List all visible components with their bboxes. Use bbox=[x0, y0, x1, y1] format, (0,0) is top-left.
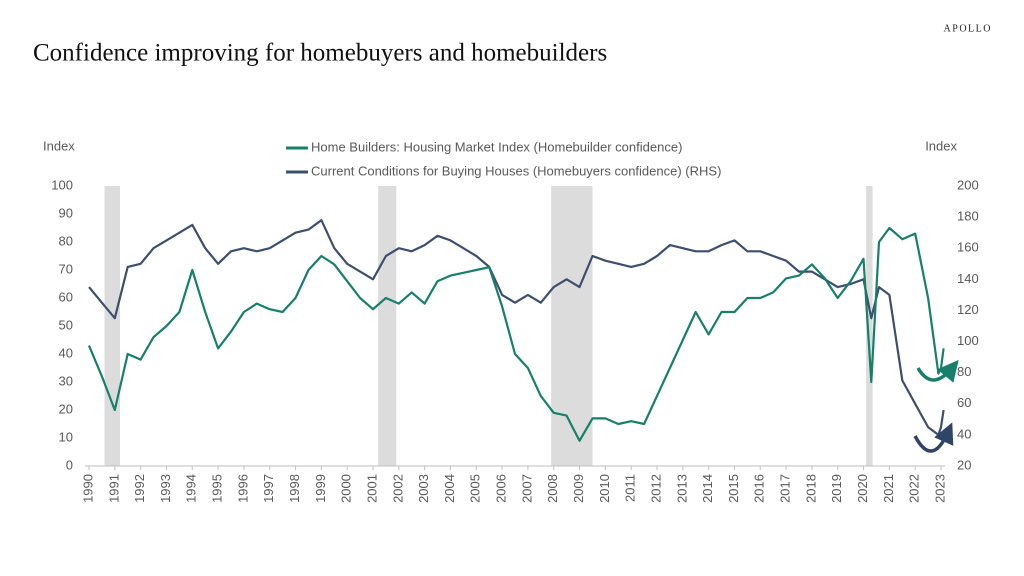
plot-area bbox=[87, 219, 945, 442]
y-tick-label: 80 bbox=[59, 233, 73, 248]
y2-tick-label: 80 bbox=[957, 364, 971, 379]
x-tick-label: 2023 bbox=[932, 474, 947, 503]
annotation-arrow bbox=[916, 359, 959, 383]
y-tick-label: 70 bbox=[59, 261, 73, 276]
recession-shading bbox=[104, 186, 873, 466]
y-tick-label: 0 bbox=[66, 457, 73, 472]
y-axis-label: Index bbox=[43, 138, 75, 153]
x-tick-label: 1999 bbox=[313, 474, 328, 503]
y-tick-label: 40 bbox=[59, 345, 73, 360]
y-tick-label: 90 bbox=[59, 205, 73, 220]
x-tick-label: 1996 bbox=[235, 474, 250, 503]
series-line bbox=[87, 226, 945, 442]
y2-tick-label: 180 bbox=[957, 209, 979, 224]
x-tick-label: 2016 bbox=[752, 474, 767, 503]
x-tick-label: 2022 bbox=[907, 474, 922, 503]
chart-title: Confidence improving for homebuyers and … bbox=[33, 40, 607, 67]
recession-band bbox=[104, 186, 120, 466]
x-tick-label: 2003 bbox=[416, 474, 431, 503]
legend-label: Current Conditions for Buying Houses (Ho… bbox=[311, 163, 721, 178]
x-tick-label: 2000 bbox=[339, 474, 354, 503]
y2-tick-label: 200 bbox=[957, 177, 979, 192]
y2-tick-label: 140 bbox=[957, 271, 979, 286]
x-tick-label: 2020 bbox=[855, 474, 870, 503]
y2-tick-label: 100 bbox=[957, 333, 979, 348]
x-tick-label: 2014 bbox=[700, 474, 715, 503]
x-tick-label: 1990 bbox=[80, 474, 95, 503]
recession-band bbox=[551, 186, 593, 466]
x-tick-label: 2009 bbox=[571, 474, 586, 503]
x-tick-label: 2011 bbox=[623, 474, 638, 502]
x-tick-label: 2019 bbox=[829, 474, 844, 503]
y2-tick-label: 20 bbox=[957, 457, 971, 472]
y2-axis-label: Index bbox=[925, 138, 957, 153]
x-tick-label: 2017 bbox=[778, 474, 793, 503]
x-tick-label: 2010 bbox=[597, 474, 612, 503]
y2-tick-label: 160 bbox=[957, 240, 979, 255]
x-tick-label: 2013 bbox=[674, 474, 689, 503]
x-tick-label: 2005 bbox=[468, 474, 483, 503]
x-tick-label: 2006 bbox=[494, 474, 509, 503]
x-tick-label: 2018 bbox=[803, 474, 818, 503]
legend-label: Home Builders: Housing Market Index (Hom… bbox=[311, 139, 682, 154]
x-tick-label: 2002 bbox=[390, 474, 405, 503]
brand: APOLLO bbox=[944, 23, 992, 34]
x-tick-label: 2015 bbox=[726, 474, 741, 503]
x-tick-label: 1992 bbox=[132, 474, 147, 503]
y-tick-label: 10 bbox=[59, 429, 73, 444]
recession-band bbox=[866, 186, 873, 466]
y-tick-label: 20 bbox=[59, 401, 73, 416]
x-tick-label: 2012 bbox=[648, 474, 663, 503]
y-tick-label: 50 bbox=[59, 317, 73, 332]
y-tick-label: 60 bbox=[59, 289, 73, 304]
x-tick-label: 2008 bbox=[545, 474, 560, 503]
recession-band bbox=[378, 186, 397, 466]
y-tick-label: 30 bbox=[59, 373, 73, 388]
x-tick-label: 1997 bbox=[261, 474, 276, 503]
x-tick-label: 2007 bbox=[519, 474, 534, 503]
y-tick-label: 100 bbox=[51, 177, 73, 192]
x-tick-label: 2001 bbox=[364, 474, 379, 503]
y2-tick-label: 60 bbox=[957, 395, 971, 410]
x-tick-label: 1994 bbox=[184, 474, 199, 503]
annotation-arrow bbox=[913, 422, 954, 453]
series-line bbox=[88, 219, 945, 436]
x-tick-label: 1991 bbox=[106, 474, 121, 503]
x-tick-label: 1998 bbox=[287, 474, 302, 503]
x-tick-label: 1993 bbox=[158, 474, 173, 503]
x-tick-label: 2021 bbox=[881, 474, 896, 503]
y2-tick-label: 120 bbox=[957, 302, 979, 317]
x-tick-label: 1995 bbox=[210, 474, 225, 503]
y2-tick-label: 40 bbox=[957, 426, 971, 441]
x-tick-label: 2004 bbox=[442, 474, 457, 503]
